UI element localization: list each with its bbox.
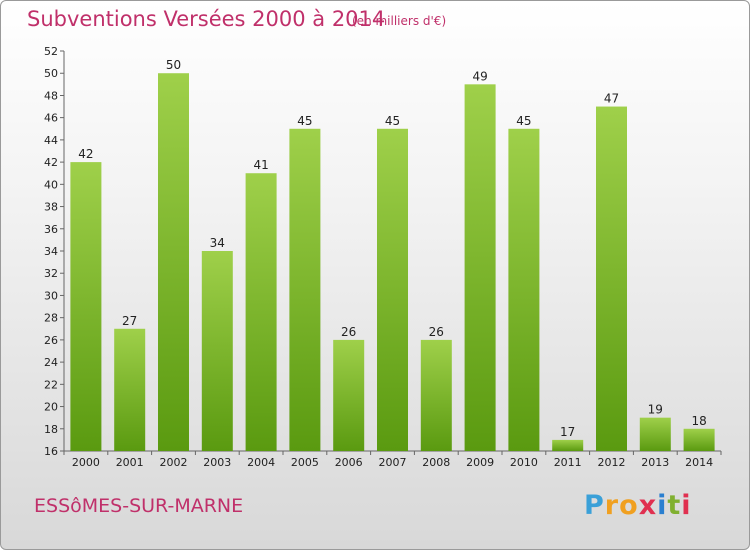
bar bbox=[114, 328, 146, 451]
logo-letter: x bbox=[638, 490, 658, 521]
proxiti-logo: Proxiti bbox=[584, 490, 692, 521]
bar bbox=[201, 251, 233, 451]
bar bbox=[333, 339, 365, 451]
bar-value-label: 42 bbox=[78, 147, 93, 161]
bar bbox=[245, 173, 277, 451]
x-tick-label: 2014 bbox=[685, 456, 713, 469]
bar bbox=[552, 439, 584, 451]
bar-value-label: 45 bbox=[516, 114, 531, 128]
y-tick-label: 26 bbox=[44, 334, 58, 347]
bar bbox=[377, 128, 408, 451]
bar bbox=[508, 128, 540, 451]
logo-letter: r bbox=[604, 490, 620, 521]
bar-value-label: 27 bbox=[122, 314, 137, 328]
y-tick-label: 16 bbox=[44, 445, 58, 458]
y-tick-label: 38 bbox=[44, 201, 58, 214]
x-tick-label: 2003 bbox=[203, 456, 231, 469]
chart-axes: 16 18 20 22 24 26 28 30 32 34 36 38 40 42 44 46 48 50 52 20… bbox=[44, 45, 722, 469]
bar bbox=[420, 339, 452, 451]
y-tick-label: 48 bbox=[44, 89, 58, 102]
bar-value-label: 41 bbox=[253, 158, 268, 172]
bar bbox=[70, 162, 102, 451]
y-tick-label: 50 bbox=[44, 67, 58, 80]
bar-value-label: 45 bbox=[385, 114, 400, 128]
y-tick-label: 52 bbox=[44, 45, 58, 58]
x-tick-label: 2012 bbox=[598, 456, 626, 469]
logo-letter: t bbox=[667, 490, 682, 521]
x-tick-label: 2002 bbox=[160, 456, 188, 469]
x-tick-label: 2006 bbox=[335, 456, 363, 469]
chart-bars: 42 27 50 34 41 45 26 45 26 49 45 17 47 19 18 bbox=[70, 58, 715, 452]
logo-letter: i bbox=[681, 490, 692, 521]
x-tick-label: 2013 bbox=[641, 456, 669, 469]
logo-letter: P bbox=[584, 490, 605, 521]
y-tick-label: 46 bbox=[44, 112, 58, 125]
bar bbox=[464, 84, 496, 451]
x-tick-label: 2008 bbox=[422, 456, 450, 469]
y-tick-label: 34 bbox=[44, 245, 58, 258]
x-tick-label: 2007 bbox=[379, 456, 407, 469]
bar-value-label: 47 bbox=[604, 92, 619, 106]
bar-value-label: 26 bbox=[429, 325, 444, 339]
bar-value-label: 34 bbox=[210, 236, 225, 250]
x-tick-label: 2011 bbox=[554, 456, 582, 469]
bar-value-label: 45 bbox=[297, 114, 312, 128]
x-tick-label: 2001 bbox=[116, 456, 144, 469]
logo-letter: o bbox=[619, 490, 639, 521]
chart-title: Subventions Versées 2000 à 2014 bbox=[27, 7, 386, 31]
y-tick-label: 24 bbox=[44, 356, 58, 369]
y-tick-label: 22 bbox=[44, 378, 58, 391]
bar bbox=[289, 128, 321, 451]
y-tick-label: 40 bbox=[44, 178, 58, 191]
x-tick-label: 2005 bbox=[291, 456, 319, 469]
bar bbox=[158, 73, 189, 451]
bar-value-label: 18 bbox=[691, 414, 706, 428]
y-tick-label: 42 bbox=[44, 156, 58, 169]
bar-value-label: 50 bbox=[166, 58, 181, 72]
logo-letter: i bbox=[657, 490, 668, 521]
town-name: ESSôMES-SUR-MARNE bbox=[34, 495, 244, 517]
y-tick-label: 36 bbox=[44, 223, 58, 236]
y-tick-label: 18 bbox=[44, 423, 58, 436]
y-tick-label: 20 bbox=[44, 401, 58, 414]
y-tick-label: 30 bbox=[44, 289, 58, 302]
x-tick-label: 2004 bbox=[247, 456, 275, 469]
chart-subtitle: (en milliers d'€) bbox=[352, 14, 447, 28]
y-tick-label: 32 bbox=[44, 267, 58, 280]
bar bbox=[596, 106, 627, 452]
x-tick-label: 2009 bbox=[466, 456, 494, 469]
y-tick-label: 28 bbox=[44, 312, 58, 325]
bar-value-label: 26 bbox=[341, 325, 356, 339]
y-tick-label: 44 bbox=[44, 134, 58, 147]
bar bbox=[639, 417, 671, 451]
bar-value-label: 19 bbox=[648, 403, 663, 417]
x-tick-label: 2000 bbox=[72, 456, 100, 469]
bar-value-label: 49 bbox=[472, 69, 487, 83]
bar-value-label: 17 bbox=[560, 425, 575, 439]
x-tick-label: 2010 bbox=[510, 456, 538, 469]
bar bbox=[683, 428, 715, 451]
